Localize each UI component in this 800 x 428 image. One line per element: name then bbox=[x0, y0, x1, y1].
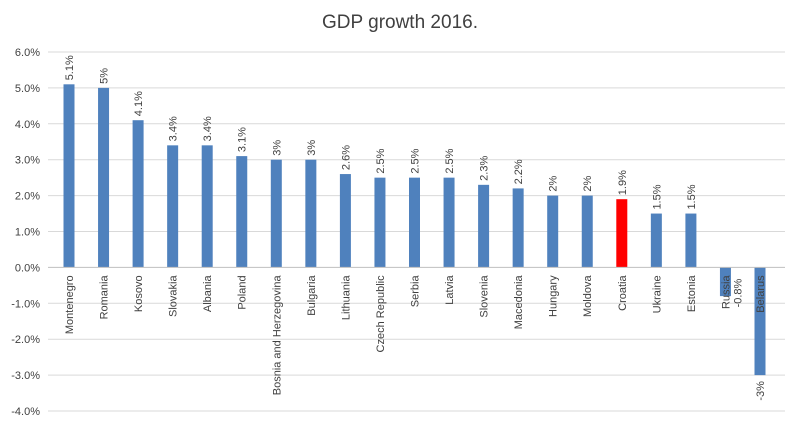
y-tick-label: 5.0% bbox=[15, 83, 40, 95]
data-label: 1.9% bbox=[617, 170, 629, 195]
category-label: Bosnia and Herzegovina bbox=[271, 275, 283, 396]
data-label: -3% bbox=[755, 381, 767, 401]
bar-kosovo bbox=[132, 120, 144, 268]
bars bbox=[63, 84, 766, 376]
category-label: Albania bbox=[202, 275, 214, 313]
bar-slovakia bbox=[167, 145, 179, 268]
y-tick-label: -2.0% bbox=[11, 334, 40, 346]
category-label: Latvia bbox=[444, 275, 456, 305]
data-label: 2.5% bbox=[410, 148, 422, 173]
category-label: Slovenia bbox=[479, 275, 491, 318]
category-label: Croatia bbox=[617, 275, 629, 311]
bar-slovenia bbox=[478, 184, 490, 268]
y-tick-label: 6.0% bbox=[15, 47, 40, 59]
category-label: Belarus bbox=[755, 275, 767, 313]
category-label: Czech Republic bbox=[375, 275, 387, 353]
category-label: Bulgaria bbox=[306, 275, 318, 316]
y-tick-label: -4.0% bbox=[11, 406, 40, 418]
category-label: Montenegro bbox=[64, 275, 76, 334]
bar-ukraine bbox=[650, 213, 662, 268]
bar-romania bbox=[98, 87, 110, 268]
data-label: 1.5% bbox=[686, 184, 698, 209]
category-label: Romania bbox=[99, 275, 111, 320]
bar-macedonia bbox=[512, 188, 524, 268]
category-labels: Montenegro Romania Kosovo Slovakia Albania Po… bbox=[64, 275, 767, 396]
y-tick-label: 4.0% bbox=[15, 119, 40, 131]
data-label: 4.1% bbox=[133, 91, 145, 116]
bar-bulgaria bbox=[305, 159, 317, 268]
bar-belarus bbox=[754, 267, 766, 376]
category-label: Serbia bbox=[410, 275, 422, 308]
data-label: 2.2% bbox=[513, 159, 525, 184]
y-tick-label: -3.0% bbox=[11, 370, 40, 382]
data-label: 3.4% bbox=[168, 116, 180, 141]
category-label: Kosovo bbox=[133, 275, 145, 312]
data-label: 2.3% bbox=[479, 156, 491, 181]
data-label: 2% bbox=[548, 175, 560, 191]
data-label: 2.5% bbox=[375, 148, 387, 173]
y-tick-label: 2.0% bbox=[15, 191, 40, 203]
data-label: 2.5% bbox=[444, 148, 456, 173]
bar-albania bbox=[201, 145, 213, 268]
data-label: 2% bbox=[582, 175, 594, 191]
y-axis-tick-labels: 6.0% 5.0% 4.0% 3.0% 2.0% 1.0% 0.0% -1.0% -2.0% -3… bbox=[11, 47, 40, 418]
category-label: Slovakia bbox=[168, 275, 180, 317]
category-label: Poland bbox=[237, 275, 249, 309]
y-tick-label: 1.0% bbox=[15, 227, 40, 239]
bar-czech-republic bbox=[374, 177, 386, 268]
data-labels: 5.1% 5% 4.1% 3.4% 3.4% 3.1% 3% 3% 2.6% 2.5% 2.5% 2.… bbox=[64, 55, 767, 401]
data-label: 1.5% bbox=[651, 184, 663, 209]
y-tick-label: -1.0% bbox=[11, 298, 40, 310]
bar-montenegro bbox=[63, 84, 75, 268]
y-tick-label: 3.0% bbox=[15, 155, 40, 167]
bar-lithuania bbox=[339, 174, 351, 268]
category-label: Hungary bbox=[548, 275, 560, 317]
bar-latvia bbox=[443, 177, 455, 268]
bar-hungary bbox=[547, 195, 559, 268]
data-label: 5% bbox=[99, 68, 111, 84]
bar-croatia bbox=[616, 199, 628, 268]
y-tick-label: 0.0% bbox=[15, 262, 40, 274]
data-label: -0.8% bbox=[732, 278, 744, 307]
chart-title: GDP growth 2016. bbox=[322, 12, 478, 33]
category-label: Lithuania bbox=[340, 275, 352, 321]
data-label: 3.1% bbox=[237, 127, 249, 152]
data-label: 2.6% bbox=[340, 145, 352, 170]
data-label: 3% bbox=[306, 140, 318, 156]
bar-russia bbox=[719, 267, 731, 297]
data-label: 5.1% bbox=[64, 55, 76, 80]
category-label: Moldova bbox=[582, 275, 594, 317]
category-label: Estonia bbox=[686, 275, 698, 313]
data-label: 3.4% bbox=[202, 116, 214, 141]
bar-poland bbox=[236, 156, 248, 268]
bar-moldova bbox=[581, 195, 593, 268]
bar-serbia bbox=[409, 177, 420, 268]
category-label: Macedonia bbox=[513, 275, 525, 330]
data-label: 3% bbox=[271, 140, 283, 156]
category-label: Russia bbox=[720, 275, 732, 310]
bar-bosnia-and-herzegovina bbox=[270, 159, 282, 268]
bar-estonia bbox=[685, 213, 697, 268]
category-label: Ukraine bbox=[651, 275, 663, 313]
